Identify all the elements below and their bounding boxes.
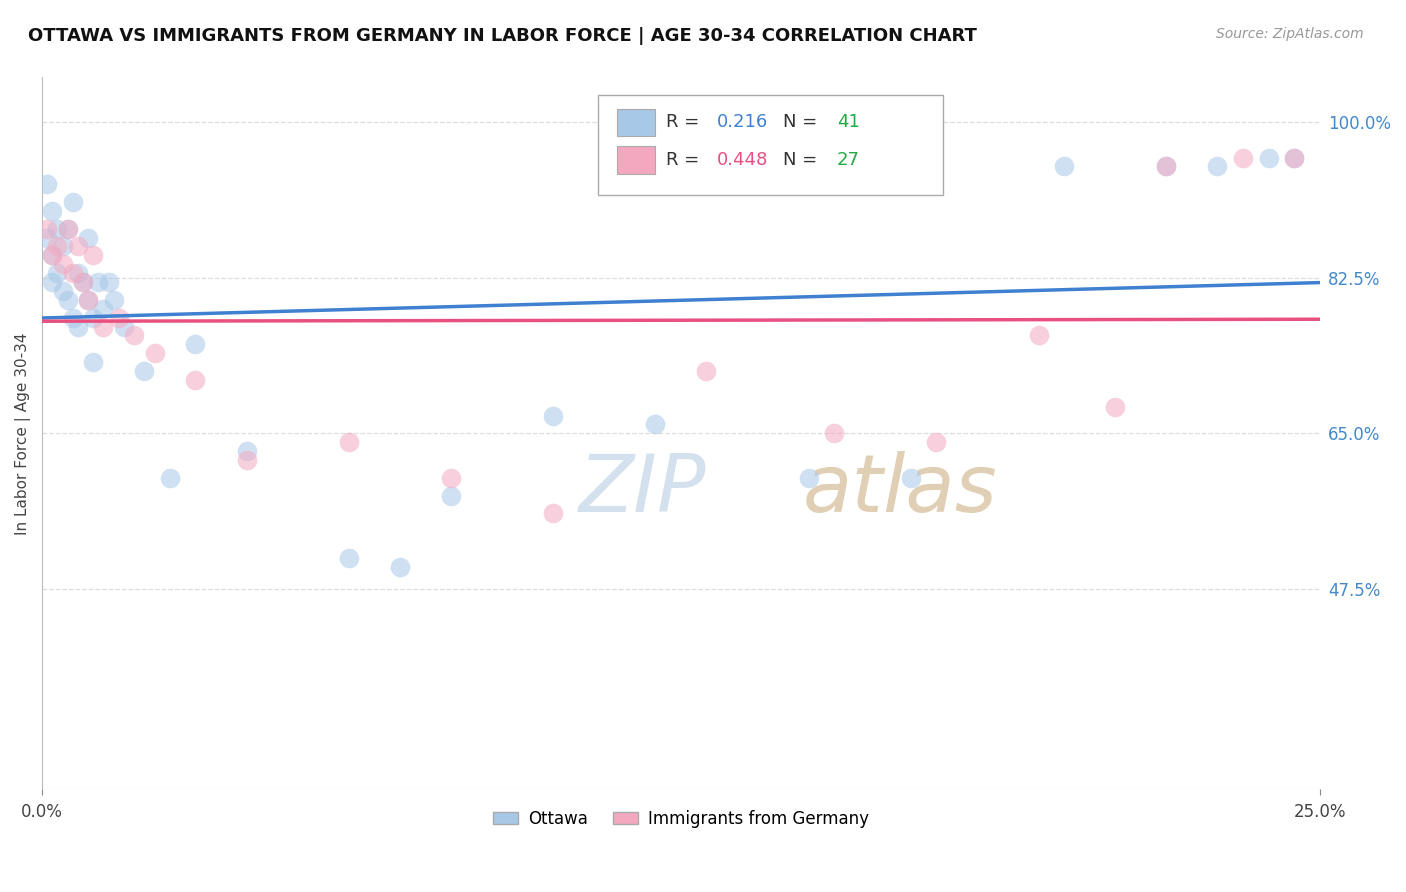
Text: R =: R = xyxy=(665,151,704,169)
Point xyxy=(66,266,89,280)
Point xyxy=(1282,151,1305,165)
Text: 0.216: 0.216 xyxy=(717,113,768,131)
Bar xyxy=(617,109,655,136)
Point xyxy=(1028,328,1050,343)
Text: R =: R = xyxy=(665,113,704,131)
Text: 41: 41 xyxy=(837,113,859,131)
Text: N =: N = xyxy=(783,113,823,131)
Point xyxy=(143,346,166,360)
Point xyxy=(46,239,69,253)
Point xyxy=(122,328,145,343)
Point xyxy=(134,364,156,378)
Point xyxy=(37,230,59,244)
Point xyxy=(82,248,104,262)
Point xyxy=(900,471,922,485)
Point xyxy=(823,426,845,441)
Point xyxy=(695,364,717,378)
Point xyxy=(337,435,360,450)
Point xyxy=(797,471,820,485)
Point xyxy=(77,293,100,307)
Point xyxy=(41,248,63,262)
Text: OTTAWA VS IMMIGRANTS FROM GERMANY IN LABOR FORCE | AGE 30-34 CORRELATION CHART: OTTAWA VS IMMIGRANTS FROM GERMANY IN LAB… xyxy=(28,27,977,45)
Point xyxy=(56,293,79,307)
Point xyxy=(1282,151,1305,165)
Y-axis label: In Labor Force | Age 30-34: In Labor Force | Age 30-34 xyxy=(15,332,31,534)
Text: 27: 27 xyxy=(837,151,859,169)
Text: N =: N = xyxy=(783,151,823,169)
Point xyxy=(440,471,463,485)
Bar xyxy=(617,146,655,174)
Point xyxy=(159,471,181,485)
Point xyxy=(62,194,84,209)
Point xyxy=(93,319,115,334)
Point xyxy=(77,293,100,307)
Point xyxy=(541,507,564,521)
Point xyxy=(82,310,104,325)
Point xyxy=(41,275,63,289)
Point xyxy=(56,221,79,235)
Point xyxy=(56,221,79,235)
Point xyxy=(97,275,120,289)
Point xyxy=(87,275,110,289)
Point xyxy=(66,319,89,334)
Point xyxy=(93,301,115,316)
Point xyxy=(1156,160,1178,174)
Point xyxy=(72,275,94,289)
Point xyxy=(37,178,59,192)
Point xyxy=(235,444,257,458)
Point xyxy=(51,257,73,271)
Point xyxy=(72,275,94,289)
Text: 0.448: 0.448 xyxy=(717,151,768,169)
Point xyxy=(112,319,135,334)
Point xyxy=(1257,151,1279,165)
Point xyxy=(1053,160,1076,174)
Point xyxy=(46,266,69,280)
FancyBboxPatch shape xyxy=(598,95,943,194)
Point xyxy=(1232,151,1254,165)
Point xyxy=(541,409,564,423)
Point xyxy=(388,559,411,574)
Text: atlas: atlas xyxy=(803,451,997,529)
Legend: Ottawa, Immigrants from Germany: Ottawa, Immigrants from Germany xyxy=(486,803,876,834)
Point xyxy=(41,203,63,218)
Point xyxy=(1156,160,1178,174)
Point xyxy=(46,221,69,235)
Point xyxy=(41,248,63,262)
Point xyxy=(51,239,73,253)
Point xyxy=(66,239,89,253)
Point xyxy=(82,355,104,369)
Point xyxy=(440,489,463,503)
Point xyxy=(62,266,84,280)
Point xyxy=(103,293,125,307)
Point xyxy=(925,435,948,450)
Point xyxy=(235,453,257,467)
Point xyxy=(337,550,360,565)
Point xyxy=(107,310,129,325)
Point xyxy=(184,373,207,387)
Text: Source: ZipAtlas.com: Source: ZipAtlas.com xyxy=(1216,27,1364,41)
Point xyxy=(62,310,84,325)
Point xyxy=(1104,400,1126,414)
Point xyxy=(77,230,100,244)
Point xyxy=(644,417,666,432)
Point xyxy=(184,337,207,351)
Point xyxy=(51,284,73,298)
Point xyxy=(1206,160,1229,174)
Point xyxy=(37,221,59,235)
Text: ZIP: ZIP xyxy=(579,451,706,529)
